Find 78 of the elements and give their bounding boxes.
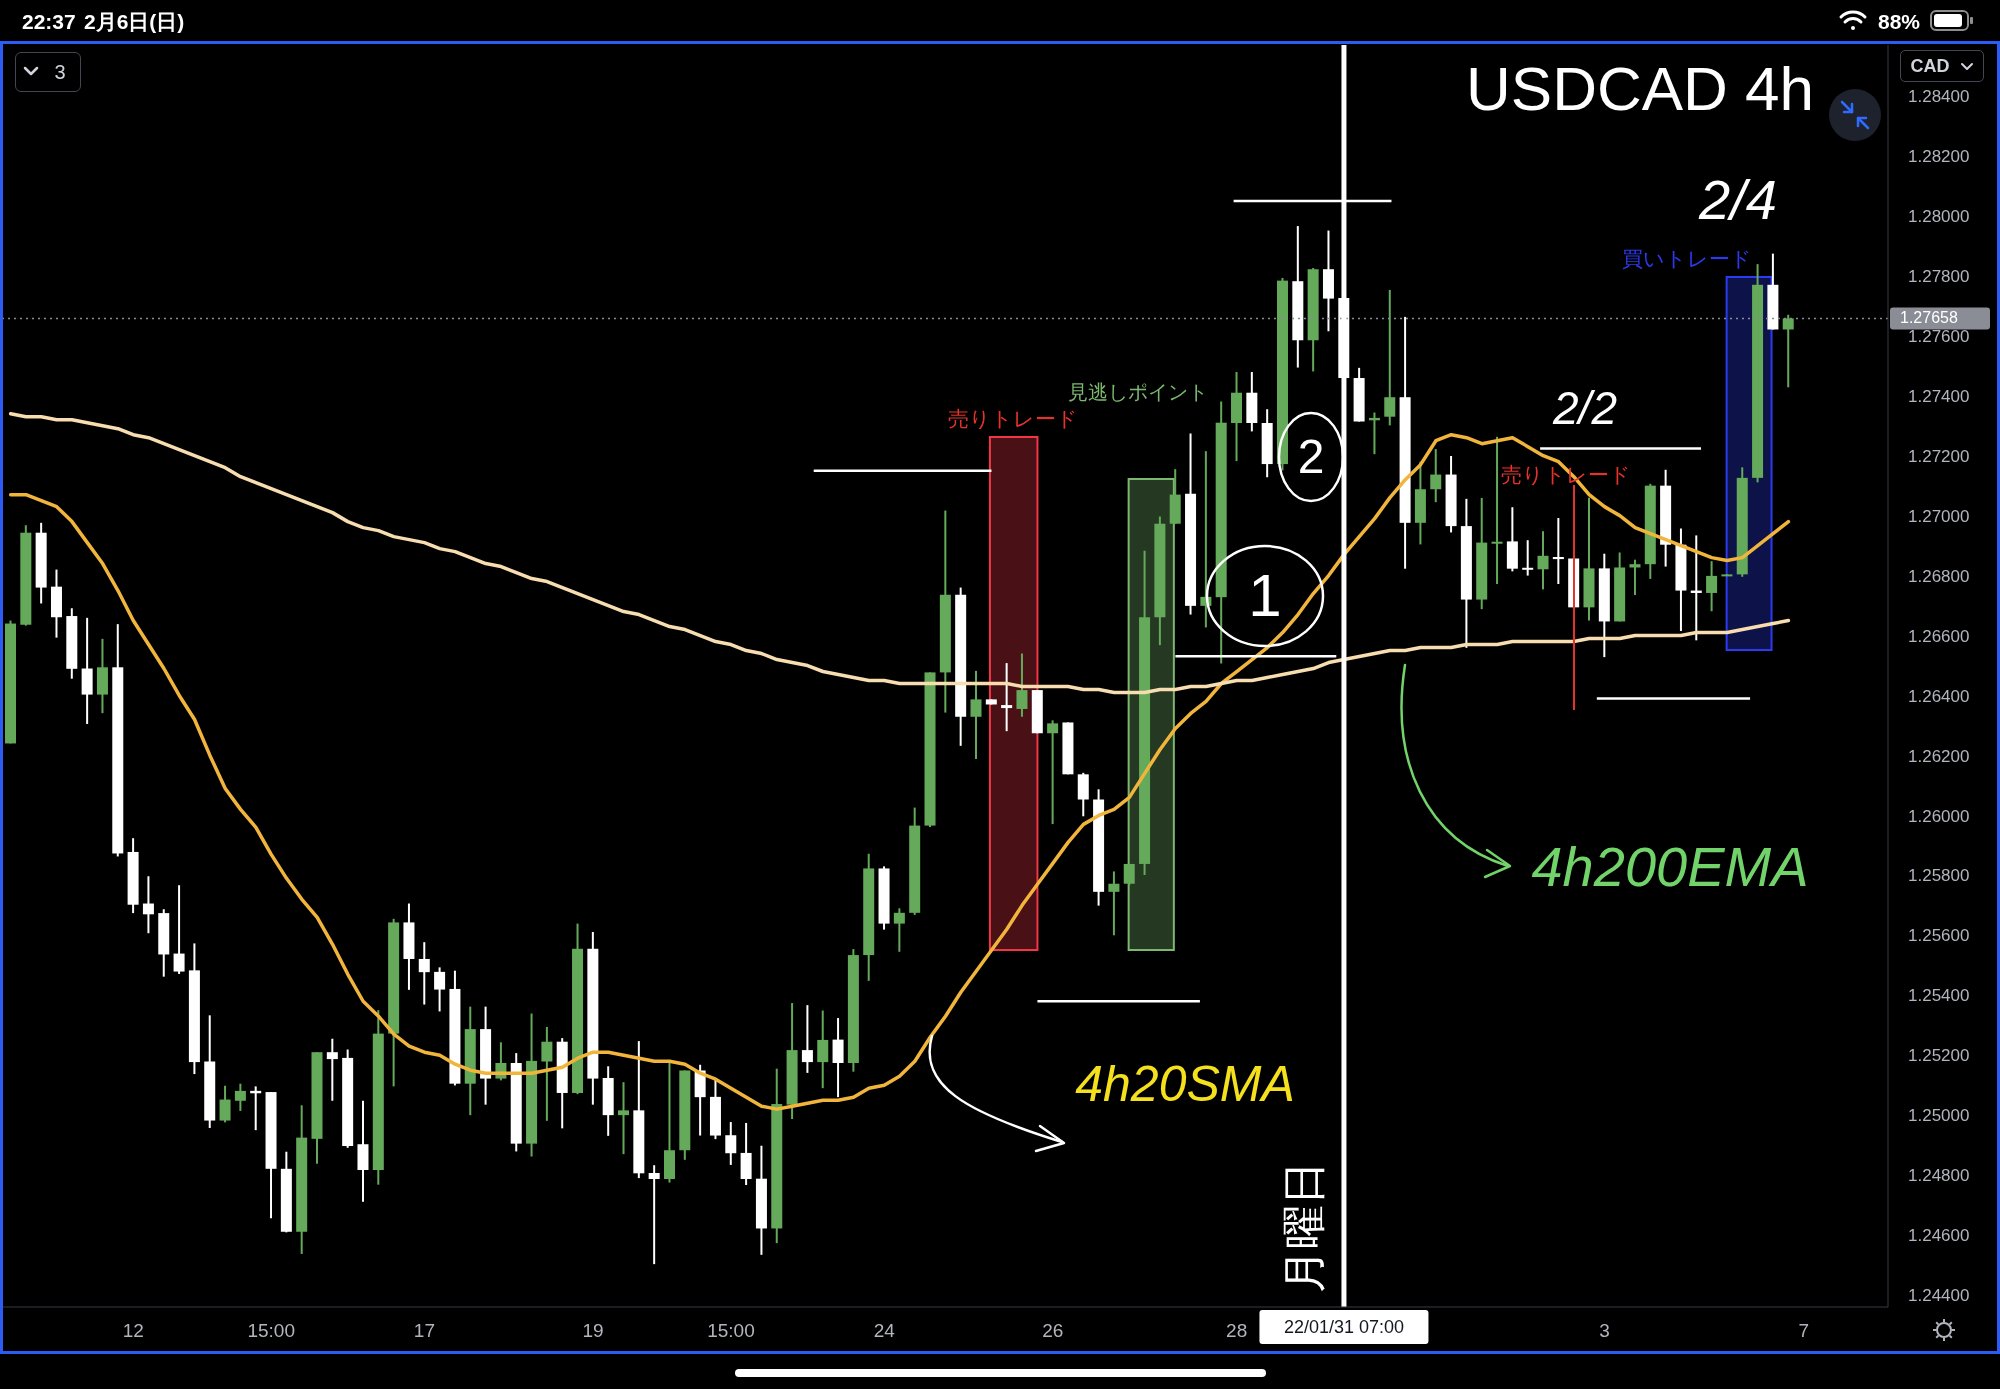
chart-title: USDCAD 4h [1466,54,1814,123]
candlestick [418,941,430,1006]
candlestick [1706,560,1718,613]
y-tick-label: 1.28200 [1908,147,1970,167]
y-tick-label: 1.25600 [1908,926,1970,946]
annotation: 売りトレード [948,406,1078,430]
candlestick [893,907,905,953]
candlestick [832,1017,844,1099]
y-tick-label: 1.25800 [1908,866,1970,886]
y-tick-label: 1.25200 [1908,1046,1970,1066]
text: 4h200EMA [1531,835,1809,898]
candlestick [1537,530,1549,591]
y-tick-label: 1.25000 [1908,1106,1970,1126]
text: CAD [1910,56,1950,76]
y-tick-label: 1.25400 [1908,986,1970,1006]
candlestick [142,875,154,935]
candlestick [801,1004,813,1074]
x-tick-label: 28 [1226,1319,1248,1341]
y-tick-label: 1.27200 [1908,446,1970,466]
candlestick [541,1026,553,1122]
y-tick-label: 1.27000 [1908,506,1970,526]
y-tick-label: 1.27800 [1908,266,1970,286]
candlestick [1552,517,1564,585]
candlestick [234,1082,246,1112]
annotation: 2 [1297,430,1325,483]
annotation: 2/4 [1699,168,1777,231]
annotation: 買いトレード [1622,246,1752,270]
candlestick [618,1081,630,1156]
candlestick [219,1084,231,1124]
y-tick-label: 1.24400 [1908,1286,1970,1306]
candlestick [1491,435,1503,585]
y-tick-label: 1.26000 [1908,806,1970,826]
x-tick-label: 19 [582,1319,604,1341]
x-tick-label: 15:00 [247,1319,295,1341]
y-tick-label: 1.26200 [1908,746,1970,766]
y-tick-label: 1.27400 [1908,386,1970,406]
x-tick-label: 17 [413,1319,436,1341]
x-tick-label: 12 [122,1319,144,1341]
candlestick [725,1121,737,1166]
candlestick [1782,313,1794,389]
x-tick-label: 3 [1599,1319,1610,1341]
text: 2月6日(日) [84,9,185,33]
annotation: 3 [54,61,66,83]
text: 月曜日 [1279,1161,1329,1293]
candlestick [1430,448,1442,504]
x-tick-label: 7 [1798,1319,1809,1341]
annotation: 見逃しポイント [1068,381,1208,403]
y-tick-label: 1.28400 [1908,87,1970,107]
ref-line-label: 1.27658 [1900,309,1958,327]
text: 22:37 [22,9,76,33]
text: 4h20SMA [1075,1056,1295,1112]
text: 22/01/31 07:00 [1283,1317,1405,1338]
x-tick-label: 24 [873,1319,896,1341]
candlestick [1016,652,1028,718]
annotation: 1 [1248,562,1282,629]
y-tick-label: 1.28000 [1908,206,1970,226]
candlestick [648,1164,660,1266]
candlestick [1522,539,1534,577]
y-tick-label: 1.24800 [1908,1166,1970,1186]
candlestick [1384,288,1396,427]
y-tick-label: 1.26800 [1908,566,1970,586]
candlestick [173,884,185,975]
candlestick [434,966,446,1013]
x-tick-label: 26 [1042,1319,1064,1341]
candlestick [817,1009,829,1090]
candlestick [1108,870,1120,937]
candlestick [1629,558,1641,597]
y-tick-label: 1.26400 [1908,686,1970,706]
candlestick [326,1037,338,1102]
y-tick-label: 1.27600 [1908,326,1970,346]
candlestick [1001,662,1013,733]
y-tick-label: 1.24600 [1908,1226,1970,1246]
candlestick [1047,719,1059,826]
x-tick-label: 15:00 [707,1319,755,1341]
candlestick [970,669,982,761]
annotation: 2/2 [1553,382,1617,434]
y-tick-label: 1.26600 [1908,626,1970,646]
text: 88% [1878,9,1921,33]
